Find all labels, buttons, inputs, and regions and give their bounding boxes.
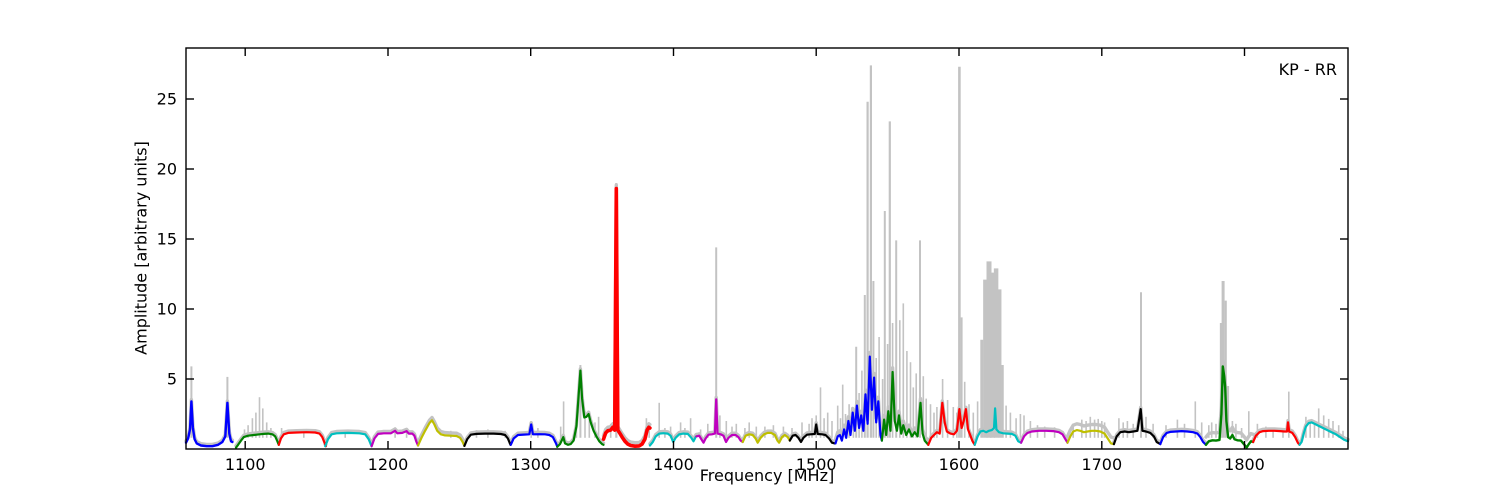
fit-line-subband-23 xyxy=(1204,365,1255,449)
raw-trace-envelope xyxy=(462,430,513,446)
x-tick-label: 1600 xyxy=(939,455,980,474)
fit-line-subband-02 xyxy=(234,432,280,449)
axes-frame xyxy=(185,47,1349,450)
fit-line-subband-07 xyxy=(463,432,512,447)
fit-line-subband-21 xyxy=(1112,408,1162,446)
x-tick-label: 1300 xyxy=(510,455,551,474)
fit-line-subband-05 xyxy=(370,429,420,448)
x-axis-label: Frequency [MHz] xyxy=(699,466,835,485)
fit-line-subband-14 xyxy=(788,423,836,445)
raw-trace-envelope xyxy=(369,427,420,447)
fit-line-subband-06 xyxy=(416,419,466,447)
corner-annotation: KP - RR xyxy=(1278,60,1337,79)
x-tick-label: 1700 xyxy=(1081,455,1122,474)
fit-line-subband-08 xyxy=(509,423,559,448)
fit-line-subband-18 xyxy=(973,407,1023,446)
fit-line-subband-19 xyxy=(1019,429,1069,444)
x-tick-label: 1200 xyxy=(368,455,409,474)
x-tick-label: 1500 xyxy=(796,455,837,474)
y-tick-label: 25 xyxy=(157,90,177,109)
fit-line-subband-04 xyxy=(324,431,373,448)
fit-line-subband-03 xyxy=(277,431,327,448)
raw-trace-envelope xyxy=(601,183,652,445)
fit-line-subband-24 xyxy=(1251,421,1301,446)
y-tick-label: 10 xyxy=(157,300,177,319)
y-tick-label: 5 xyxy=(167,370,177,389)
raw-trace-envelope xyxy=(1204,357,1255,442)
y-axis-label: Amplitude [arbitrary units] xyxy=(131,141,151,355)
fit-line-subband-11 xyxy=(648,432,698,447)
fit-line-subband-25 xyxy=(1298,421,1350,446)
x-tick-label: 1400 xyxy=(653,455,694,474)
fit-line-subband-01 xyxy=(184,400,234,448)
fit-line-subband-15 xyxy=(834,355,884,445)
fit-line-subband-20 xyxy=(1066,429,1116,446)
fit-line-subband-16 xyxy=(880,370,930,446)
fit-line-subband-13 xyxy=(741,431,791,444)
fit-line-subband-09 xyxy=(556,369,605,448)
fit-line-subband-17 xyxy=(927,401,976,446)
y-tick-label: 15 xyxy=(157,230,177,249)
fit-line-subband-10 xyxy=(601,186,652,449)
y-tick-label: 20 xyxy=(157,160,177,179)
raw-trace-envelope xyxy=(416,415,467,445)
x-tick-label: 1100 xyxy=(225,455,266,474)
fit-line-subband-22 xyxy=(1159,430,1208,446)
fit-line-subband-12 xyxy=(695,398,744,444)
x-tick-label: 1800 xyxy=(1224,455,1265,474)
